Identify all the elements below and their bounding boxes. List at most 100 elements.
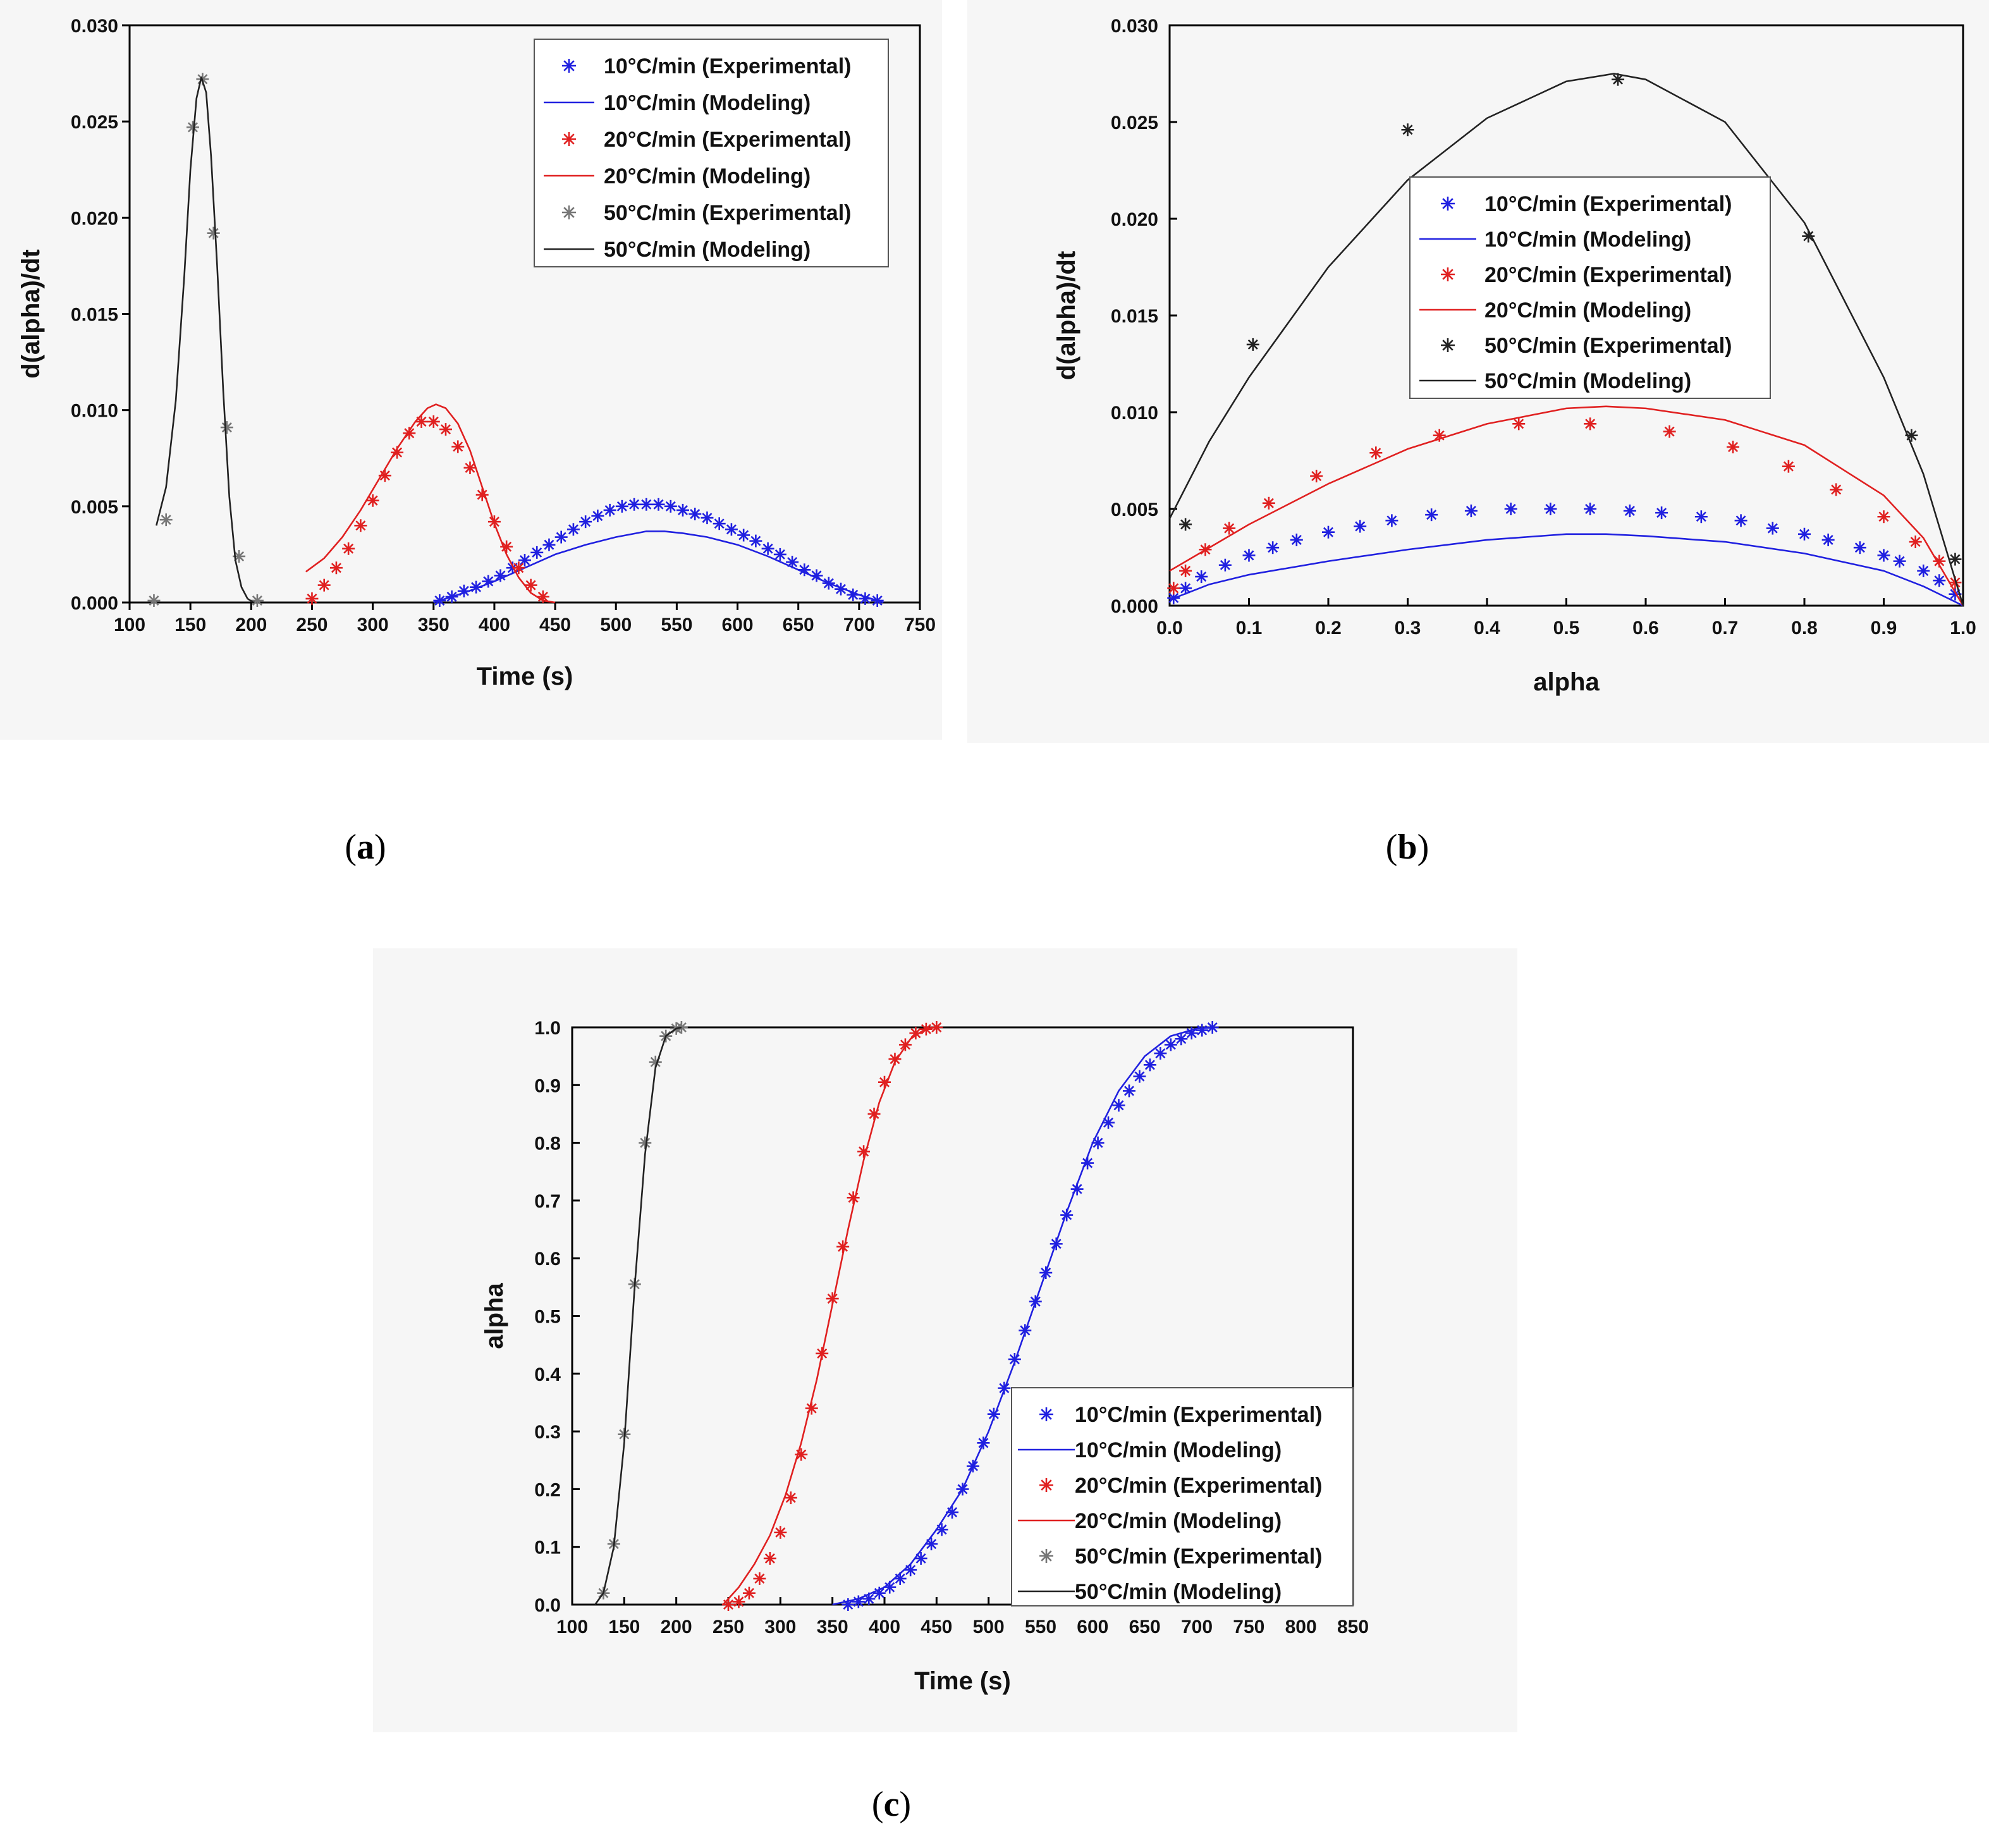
data-point (688, 508, 702, 521)
data-point (1218, 558, 1232, 572)
x-tick-label: 700 (843, 615, 875, 635)
x-tick-label: 350 (418, 615, 450, 635)
data-point (1175, 1032, 1188, 1046)
x-axis-title: alpha (1533, 668, 1600, 696)
data-point (737, 529, 750, 542)
y-tick-label: 0.5 (534, 1307, 561, 1328)
legend-label: 50°C/min (Experimental) (1075, 1545, 1322, 1569)
series-line (1168, 73, 1964, 606)
legend: 10°C/min (Experimental) 10°C/min (Modelin… (534, 39, 889, 267)
data-point (925, 1538, 938, 1551)
y-tick-label: 0.1 (534, 1538, 561, 1558)
data-point (415, 415, 428, 428)
data-point (1877, 549, 1890, 562)
series-50-c-min-modeling- (594, 1026, 682, 1605)
data-point (904, 1563, 917, 1577)
data-point (1694, 510, 1708, 523)
series-20-c-min-modeling- (722, 1026, 937, 1605)
x-tick-label: 0.1 (1236, 618, 1263, 639)
series-10-c-min-modeling- (1169, 533, 1964, 607)
legend-item: 20°C/min (Experimental) (1039, 1474, 1322, 1498)
legend-label: 10°C/min (Modeling) (604, 91, 811, 115)
data-point (1179, 582, 1192, 595)
data-point (305, 592, 319, 605)
data-point (1112, 1099, 1125, 1112)
series-line (1169, 405, 1964, 606)
data-point (1310, 469, 1323, 482)
legend-box (1011, 1387, 1354, 1606)
data-point (494, 569, 507, 582)
y-tick-label: 0.2 (534, 1479, 561, 1500)
legend-label: 50°C/min (Modeling) (604, 238, 811, 262)
panel-label-c: (c) (872, 1785, 911, 1824)
data-point (220, 421, 233, 434)
data-point (773, 548, 786, 561)
data-point (1853, 541, 1866, 554)
y-tick-label: 0.9 (534, 1075, 561, 1096)
x-tick-label: 0.2 (1315, 618, 1342, 639)
data-point (342, 542, 355, 555)
legend-swatch-marker (1441, 338, 1455, 352)
data-point (1179, 518, 1192, 531)
legend-label: 20°C/min (Modeling) (604, 164, 811, 188)
x-tick-label: 450 (921, 1617, 952, 1637)
data-point (1933, 554, 1946, 568)
data-point (1766, 522, 1779, 535)
data-point (761, 542, 774, 555)
x-tick-label: 150 (608, 1617, 640, 1637)
data-point (1262, 496, 1275, 510)
data-point (615, 499, 628, 513)
data-point (1167, 582, 1180, 595)
series-line (305, 403, 556, 604)
data-point (742, 1586, 756, 1600)
data-point (366, 494, 379, 507)
y-tick-label: 0.000 (71, 593, 118, 614)
y-tick-label: 0.015 (1111, 306, 1158, 327)
legend-box (534, 39, 889, 267)
legend-label: 20°C/min (Experimental) (1075, 1474, 1322, 1498)
data-point (1917, 564, 1930, 577)
x-tick-label: 600 (1077, 1617, 1108, 1637)
legend-item: 10°C/min (Modeling) (1018, 1438, 1282, 1462)
x-tick-label: 400 (479, 615, 510, 635)
y-tick-label: 0.6 (534, 1249, 561, 1270)
legend-box (1409, 176, 1771, 399)
data-point (859, 592, 872, 605)
x-tick-label: 400 (869, 1617, 900, 1637)
series-line (156, 76, 254, 604)
data-point (1179, 564, 1192, 577)
series-line (594, 1026, 682, 1605)
data-point (439, 423, 452, 436)
legend: 10°C/min (Experimental) 10°C/min (Modelin… (1409, 176, 1771, 399)
x-tick-label: 150 (174, 615, 206, 635)
data-point (566, 523, 580, 536)
data-point (1290, 533, 1303, 546)
data-point (250, 594, 264, 607)
data-point (329, 561, 343, 575)
legend-label: 10°C/min (Experimental) (604, 54, 851, 78)
y-tick-label: 1.0 (534, 1018, 561, 1039)
data-point (530, 546, 544, 559)
x-tick-label: 0.3 (1395, 618, 1421, 639)
data-point (1584, 503, 1597, 515)
data-point (1612, 73, 1625, 86)
series-line (722, 1026, 937, 1605)
data-point (1893, 554, 1906, 568)
x-tick-label: 250 (296, 615, 327, 635)
y-tick-label: 0.010 (71, 401, 118, 422)
x-tick-label: 0.7 (1712, 618, 1739, 639)
data-point (732, 1595, 745, 1608)
series-20-c-min-modeling- (305, 403, 556, 604)
data-point (1877, 510, 1890, 523)
x-tick-label: 600 (722, 615, 754, 635)
data-point (463, 461, 477, 474)
x-tick-label: 0.8 (1791, 618, 1818, 639)
data-point (1401, 123, 1414, 137)
data-point (554, 530, 568, 544)
y-tick-label: 0.7 (534, 1191, 561, 1212)
data-point (1060, 1208, 1074, 1221)
y-tick-label: 0.005 (71, 497, 118, 518)
legend-swatch-marker (1441, 267, 1455, 281)
data-point (1385, 514, 1398, 527)
x-tick-label: 500 (973, 1617, 1005, 1637)
